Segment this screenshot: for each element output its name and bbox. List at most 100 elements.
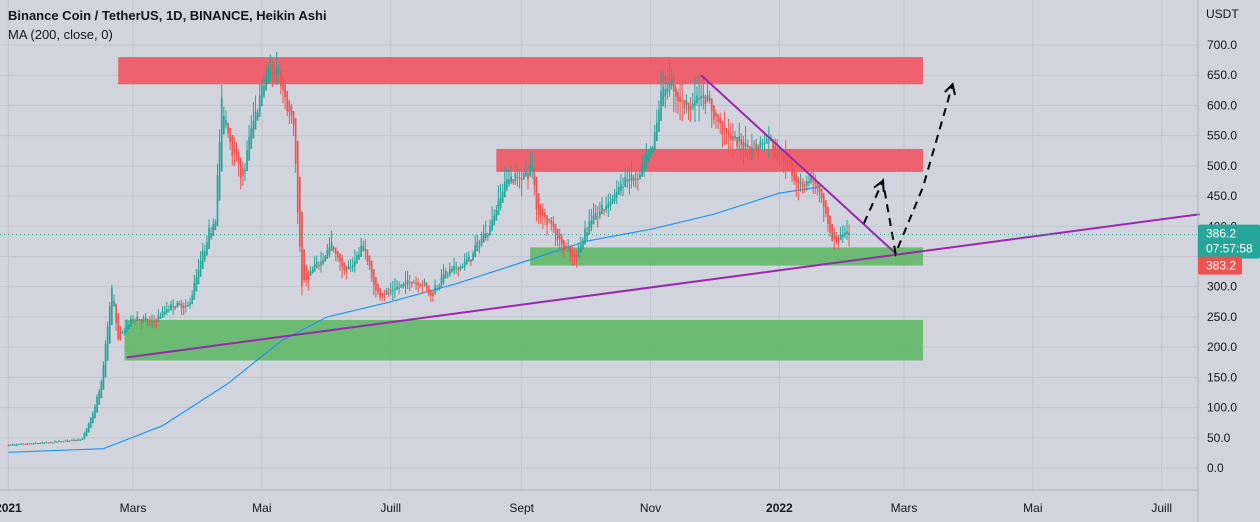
candle-body[interactable] (729, 133, 732, 139)
candle-body[interactable] (474, 245, 477, 258)
candle-body[interactable] (664, 89, 667, 97)
candle-body[interactable] (567, 246, 569, 248)
candle-body[interactable] (182, 306, 185, 309)
candle-body[interactable] (334, 247, 337, 255)
trendline[interactable] (700, 74, 899, 257)
candle-body[interactable] (364, 248, 367, 251)
candle-body[interactable] (9, 444, 12, 446)
candle-body[interactable] (337, 250, 339, 258)
candle-body[interactable] (556, 228, 559, 240)
candle-body[interactable] (763, 143, 766, 145)
candle-body[interactable] (708, 97, 711, 101)
candle-body[interactable] (613, 194, 616, 202)
candle-body[interactable] (803, 184, 806, 187)
candle-body[interactable] (548, 219, 550, 221)
candle-body[interactable] (765, 139, 768, 144)
candle-body[interactable] (404, 283, 407, 286)
candle-body[interactable] (343, 262, 346, 270)
candle-body[interactable] (73, 439, 75, 441)
candle-body[interactable] (725, 128, 728, 134)
candle-body[interactable] (286, 90, 289, 112)
candle-body[interactable] (309, 271, 312, 276)
candle-body[interactable] (108, 306, 111, 344)
candle-body[interactable] (326, 250, 329, 260)
candle-body[interactable] (605, 205, 608, 211)
candle-body[interactable] (539, 204, 542, 215)
candle-body[interactable] (168, 309, 170, 312)
candle-body[interactable] (586, 232, 588, 237)
candle-body[interactable] (225, 120, 227, 126)
candle-body[interactable] (816, 181, 819, 189)
candle-body[interactable] (516, 177, 519, 179)
candle-body[interactable] (406, 279, 409, 285)
candle-body[interactable] (248, 136, 251, 161)
candle-body[interactable] (115, 303, 117, 323)
candle-body[interactable] (332, 246, 335, 250)
candle-body[interactable] (839, 234, 842, 240)
candle-body[interactable] (239, 157, 242, 179)
candle-body[interactable] (512, 179, 515, 184)
candle-body[interactable] (410, 282, 413, 285)
candle-body[interactable] (617, 186, 620, 195)
candle-body[interactable] (387, 292, 390, 294)
candle-body[interactable] (748, 146, 751, 155)
candle-body[interactable] (736, 136, 738, 147)
candle-body[interactable] (658, 109, 660, 132)
candle-body[interactable] (70, 439, 73, 441)
candle-body[interactable] (634, 178, 637, 180)
candle-body[interactable] (757, 146, 760, 151)
candle-body[interactable] (637, 179, 639, 181)
candle-body[interactable] (582, 240, 584, 249)
candle-body[interactable] (250, 128, 253, 149)
candle-body[interactable] (324, 256, 327, 262)
candle-body[interactable] (398, 287, 400, 289)
candle-body[interactable] (719, 118, 722, 124)
candle-body[interactable] (529, 164, 531, 177)
candle-body[interactable] (679, 96, 681, 102)
candle-body[interactable] (193, 283, 196, 300)
candle-body[interactable] (22, 443, 25, 445)
resistance-zone[interactable] (496, 148, 924, 172)
candle-body[interactable] (579, 244, 582, 253)
candle-body[interactable] (820, 188, 823, 198)
candle-body[interactable] (647, 154, 650, 162)
candle-body[interactable] (687, 102, 690, 111)
candle-body[interactable] (345, 266, 348, 273)
candles-layer[interactable] (7, 51, 850, 447)
candle-body[interactable] (58, 440, 60, 442)
candle-body[interactable] (740, 139, 743, 146)
candle-body[interactable] (362, 245, 365, 252)
candle-body[interactable] (328, 247, 331, 255)
candle-body[interactable] (347, 266, 350, 270)
candle-body[interactable] (518, 177, 521, 180)
candle-body[interactable] (552, 221, 555, 227)
candle-body[interactable] (41, 442, 44, 444)
candle-body[interactable] (774, 145, 776, 150)
candle-body[interactable] (797, 178, 800, 189)
candle-body[interactable] (81, 438, 84, 440)
candle-body[interactable] (727, 130, 730, 136)
candle-body[interactable] (782, 151, 785, 162)
candle-body[interactable] (400, 285, 403, 288)
candle-body[interactable] (60, 441, 63, 443)
candle-body[interactable] (738, 136, 741, 142)
candle-body[interactable] (68, 440, 71, 442)
candle-body[interactable] (165, 309, 168, 314)
candle-body[interactable] (315, 261, 318, 268)
candle-body[interactable] (20, 443, 22, 445)
candle-body[interactable] (201, 250, 204, 269)
candle-body[interactable] (685, 100, 688, 105)
candle-body[interactable] (47, 442, 50, 444)
candle-body[interactable] (812, 179, 815, 181)
candle-body[interactable] (465, 259, 468, 265)
candle-body[interactable] (425, 283, 428, 288)
candle-body[interactable] (506, 179, 508, 190)
candle-body[interactable] (497, 200, 500, 216)
candle-body[interactable] (440, 277, 443, 288)
candle-body[interactable] (535, 176, 538, 210)
candle-body[interactable] (734, 135, 736, 139)
candle-body[interactable] (626, 180, 629, 183)
candle-body[interactable] (45, 442, 48, 444)
candle-body[interactable] (527, 173, 529, 180)
